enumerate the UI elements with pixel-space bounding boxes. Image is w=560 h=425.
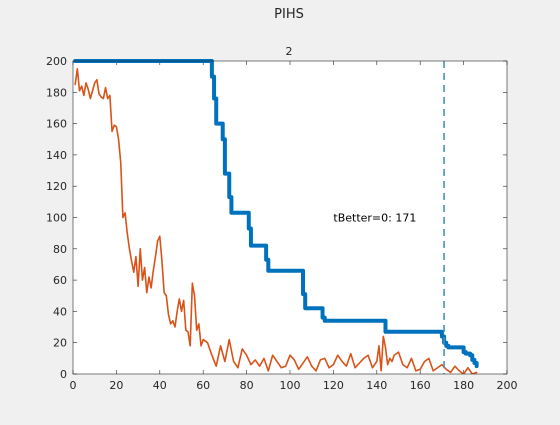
plot-area	[73, 61, 507, 374]
y-tick-label: 160	[46, 118, 67, 131]
figure-title: PIHS	[274, 7, 304, 22]
annotation: tBetter=0: 171	[333, 212, 416, 225]
x-tick-label: 80	[240, 379, 254, 392]
series-line-1	[73, 59, 479, 369]
x-axis: 0 20 40 60 80 100 120 140 160 180 200	[70, 61, 518, 392]
y-tick-label: 60	[53, 274, 67, 287]
x-tick-label: 40	[153, 379, 167, 392]
y-tick-label: 40	[53, 305, 67, 318]
y-tick-label: 80	[53, 243, 67, 256]
x-tick-label: 120	[323, 379, 344, 392]
y-tick-label: 180	[46, 86, 67, 99]
axes-title: 2	[286, 45, 293, 58]
x-tick-label: 160	[410, 379, 431, 392]
y-tick-label: 20	[53, 337, 67, 350]
x-tick-label: 60	[196, 379, 210, 392]
x-tick-label: 140	[366, 379, 387, 392]
y-tick-label: 120	[46, 180, 67, 193]
series-line-2	[74, 68, 478, 374]
x-tick-label: 200	[497, 379, 518, 392]
plot-frame	[72, 60, 508, 375]
y-tick-label: 100	[46, 212, 67, 225]
series-layer	[73, 59, 479, 374]
x-tick-label: 180	[453, 379, 474, 392]
y-axis: 0 20 40 60 80 100 120 140 160 180 200	[46, 55, 507, 381]
y-tick-label: 0	[60, 368, 67, 381]
x-tick-label: 100	[280, 379, 301, 392]
y-tick-label: 140	[46, 149, 67, 162]
x-tick-label: 20	[109, 379, 123, 392]
x-tick-label: 0	[70, 379, 77, 392]
y-tick-label: 200	[46, 55, 67, 68]
